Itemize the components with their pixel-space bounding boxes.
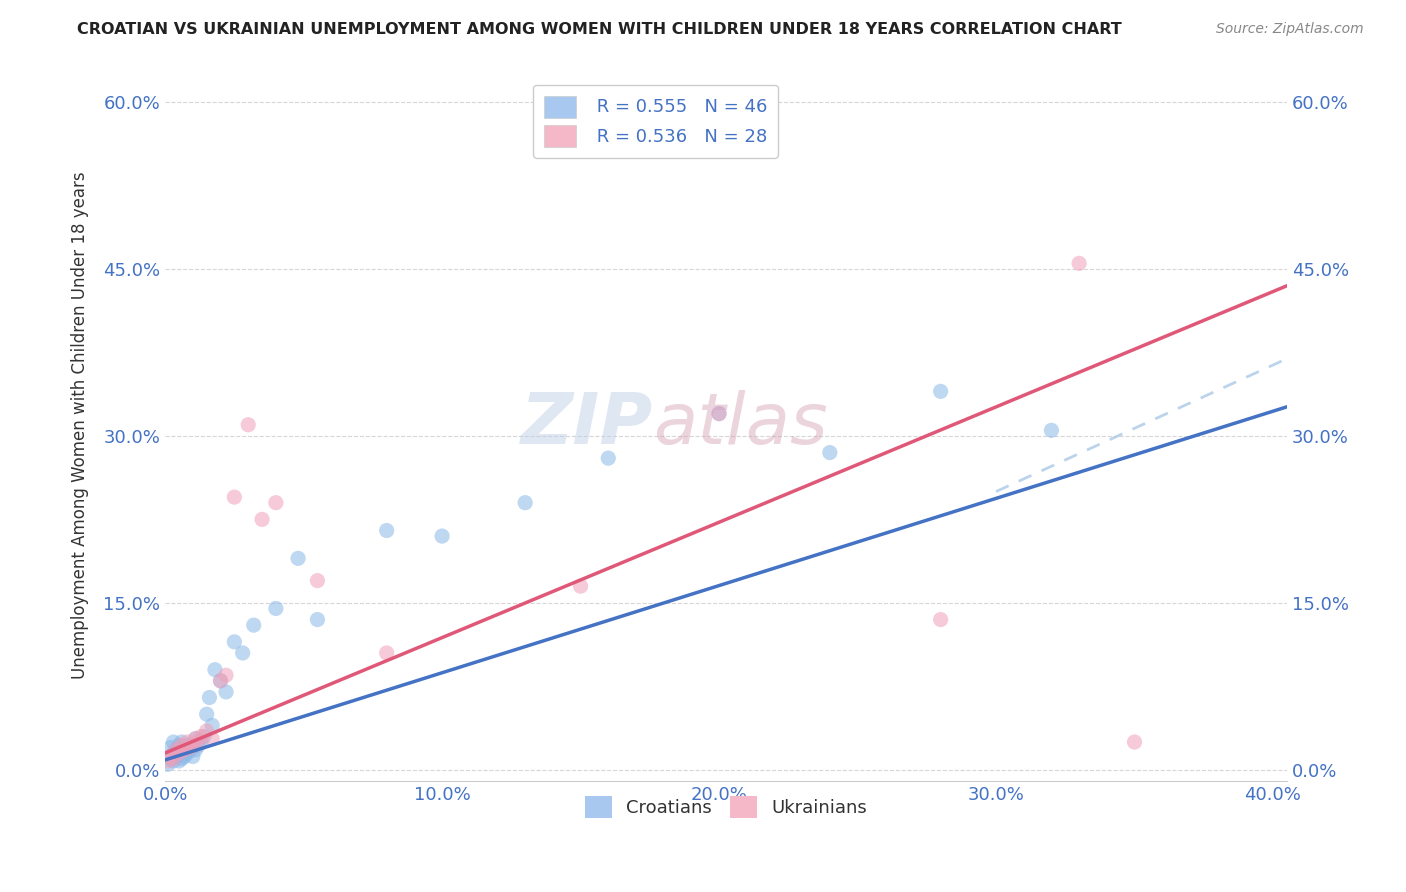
Point (430, 529, 453, 543)
Point (198, 690, 221, 705)
Point (209, 673, 232, 688)
Point (162, 746, 184, 760)
Point (598, 451, 620, 466)
Point (176, 735, 198, 749)
Point (1040, 423, 1063, 437)
Point (162, 735, 184, 749)
Point (167, 739, 190, 753)
Point (165, 749, 187, 764)
Point (167, 746, 190, 760)
Point (165, 743, 187, 757)
Point (224, 490, 246, 504)
Point (287, 551, 309, 566)
Point (170, 739, 193, 753)
Point (156, 754, 179, 768)
Text: CROATIAN VS UKRAINIAN UNEMPLOYMENT AMONG WOMEN WITH CHILDREN UNDER 18 YEARS CORR: CROATIAN VS UKRAINIAN UNEMPLOYMENT AMONG… (77, 22, 1122, 37)
Point (162, 754, 184, 768)
Text: atlas: atlas (652, 391, 828, 459)
Point (195, 707, 218, 722)
Point (707, 407, 730, 421)
Point (1123, 735, 1146, 749)
Point (201, 718, 224, 732)
Point (187, 735, 209, 749)
Point (184, 731, 207, 746)
Point (375, 646, 398, 660)
Point (162, 752, 184, 766)
Point (242, 618, 264, 632)
Point (929, 613, 952, 627)
Point (190, 730, 212, 744)
Point (193, 730, 215, 744)
Point (156, 757, 179, 772)
Point (170, 752, 193, 766)
Point (204, 663, 226, 677)
Point (184, 731, 207, 746)
Point (159, 740, 181, 755)
Point (515, 496, 537, 510)
Text: ZIP: ZIP (520, 391, 652, 459)
Point (181, 739, 204, 753)
Point (307, 613, 329, 627)
Point (215, 685, 238, 699)
Point (195, 723, 218, 738)
Point (181, 739, 204, 753)
Point (159, 749, 181, 764)
Point (173, 740, 195, 755)
Point (176, 746, 198, 760)
Point (201, 731, 224, 746)
Point (170, 735, 193, 749)
Point (173, 749, 195, 764)
Point (264, 496, 287, 510)
Legend: Croatians, Ukrainians: Croatians, Ukrainians (578, 789, 875, 825)
Point (167, 746, 190, 760)
Point (232, 646, 254, 660)
Point (159, 752, 181, 766)
Text: Source: ZipAtlas.com: Source: ZipAtlas.com (1216, 22, 1364, 37)
Point (170, 743, 193, 757)
Point (1069, 256, 1091, 270)
Point (179, 743, 201, 757)
Point (167, 754, 190, 768)
Y-axis label: Unemployment Among Women with Children Under 18 years: Unemployment Among Women with Children U… (72, 171, 89, 679)
Point (307, 574, 329, 588)
Point (375, 524, 398, 538)
Point (179, 740, 201, 755)
Point (190, 735, 212, 749)
Point (215, 668, 238, 682)
Point (264, 601, 287, 615)
Point (818, 445, 841, 459)
Point (184, 743, 207, 757)
Point (224, 635, 246, 649)
Point (569, 579, 592, 593)
Point (181, 749, 204, 764)
Point (707, 407, 730, 421)
Point (165, 743, 187, 757)
Point (238, 417, 260, 432)
Point (187, 739, 209, 753)
Point (176, 739, 198, 753)
Point (250, 512, 273, 526)
Point (173, 743, 195, 757)
Point (209, 673, 232, 688)
Point (929, 384, 952, 399)
